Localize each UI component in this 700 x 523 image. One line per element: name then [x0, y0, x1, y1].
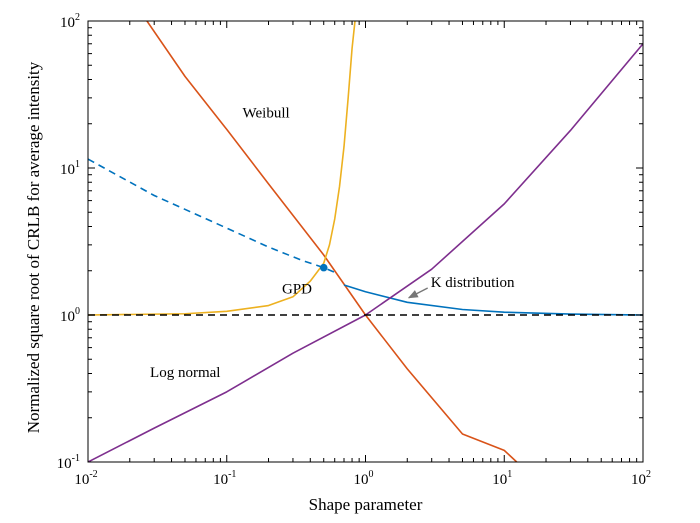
x-tick-label: 102 — [631, 469, 651, 488]
plot-frame — [87, 20, 644, 463]
series-k-distribution-solid — [343, 284, 643, 316]
series-log-normal — [88, 43, 643, 462]
x-tick-label: 10-1 — [213, 469, 236, 488]
series-layer — [88, 21, 643, 462]
y-tick-label: 10-1 — [57, 453, 80, 472]
x-tick-label: 101 — [492, 469, 512, 488]
data-point — [319, 263, 328, 272]
y-tick-label: 102 — [60, 12, 80, 31]
annotation-k-distribution: K distribution — [431, 275, 515, 291]
series-gpd — [88, 21, 356, 316]
y-tick-label: 100 — [60, 306, 80, 325]
series-weibull — [146, 21, 518, 462]
x-axis-title: Shape parameter — [309, 495, 423, 514]
annotation-weibull: Weibull — [243, 106, 290, 122]
x-tick-label: 10-2 — [74, 469, 97, 488]
annotation-log-normal: Log normal — [150, 365, 220, 381]
annotation-gpd: GPD — [282, 282, 312, 298]
axes-layer — [87, 20, 644, 463]
y-tick-label: 101 — [60, 159, 80, 178]
series-k-distribution — [88, 158, 336, 274]
x-tick-label: 100 — [354, 469, 374, 488]
y-axis-title: Normalized square root of CRLB for avera… — [24, 61, 43, 433]
annotation-arrow — [407, 287, 429, 299]
